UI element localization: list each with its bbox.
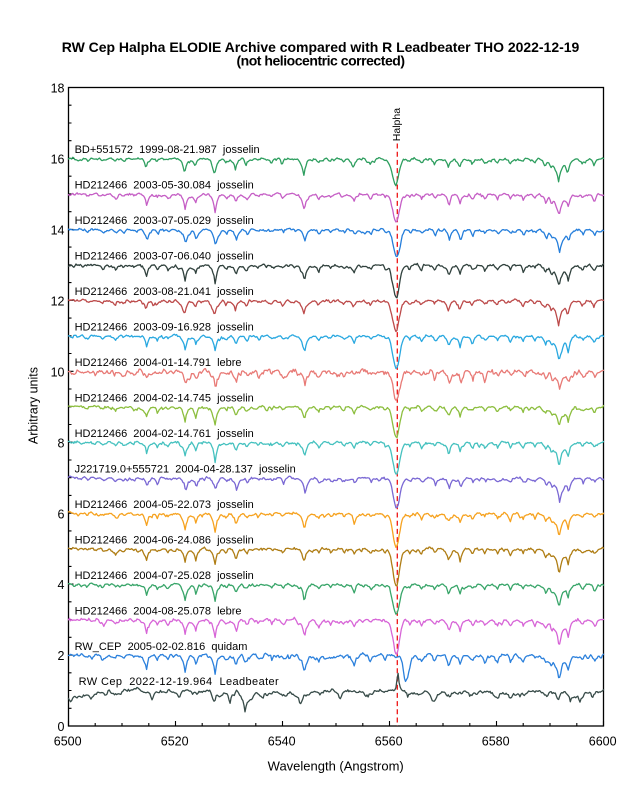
svg-text:6500: 6500 [54, 735, 82, 749]
svg-text:Arbitrary units: Arbitrary units [27, 367, 41, 444]
svg-text:10: 10 [51, 365, 65, 379]
svg-text:HD212466 2004-06-24.086 joss: HD212466 2004-06-24.086 josselin [75, 534, 254, 546]
svg-text:RW_CEP 2005-02-02.816 quidam: RW_CEP 2005-02-02.816 quidam [75, 641, 248, 653]
svg-text:0: 0 [58, 720, 65, 734]
svg-text:Halpha: Halpha [391, 108, 403, 141]
svg-text:HD212466 2003-08-21.041 joss: HD212466 2003-08-21.041 josselin [75, 286, 254, 298]
svg-text:HD212466 2003-05-30.084 joss: HD212466 2003-05-30.084 josselin [75, 180, 254, 192]
svg-text:6580: 6580 [482, 735, 510, 749]
svg-text:HD212466 2003-09-16.928 joss: HD212466 2003-09-16.928 josselin [75, 322, 254, 334]
svg-text:6: 6 [58, 507, 65, 521]
svg-text:Wavelength (Angstrom): Wavelength (Angstrom) [268, 759, 404, 774]
svg-text:HD212466 2004-07-25.028 joss: HD212466 2004-07-25.028 josselin [75, 570, 254, 582]
svg-text:HD212466 2004-05-22.073 joss: HD212466 2004-05-22.073 josselin [75, 499, 254, 511]
svg-text:(not heliocentric corrected): (not heliocentric corrected) [236, 53, 404, 69]
svg-text:16: 16 [51, 153, 65, 167]
svg-text:HD212466 2003-07-05.029 joss: HD212466 2003-07-05.029 josselin [75, 215, 254, 227]
svg-text:HD212466 2004-01-14.791 lebr: HD212466 2004-01-14.791 lebre [75, 357, 242, 369]
svg-text:14: 14 [51, 224, 65, 238]
svg-text:2: 2 [58, 649, 65, 663]
svg-text:HD212466 2004-08-25.078 lebr: HD212466 2004-08-25.078 lebre [75, 605, 242, 617]
svg-text:18: 18 [51, 82, 65, 96]
svg-text:6560: 6560 [375, 735, 403, 749]
svg-text:BD+551572 1999-08-21.987 jos: BD+551572 1999-08-21.987 josselin [75, 144, 260, 156]
svg-text:12: 12 [51, 294, 65, 308]
svg-text:6520: 6520 [161, 735, 189, 749]
svg-text:RW Cep 2022-12-19.964 Leadbe: RW Cep 2022-12-19.964 Leadbeater [79, 676, 280, 688]
svg-text:J221719.0+555721 2004-04-28.1: J221719.0+555721 2004-04-28.137 josselin [75, 463, 296, 475]
svg-text:HD212466 2003-07-06.040 joss: HD212466 2003-07-06.040 josselin [75, 251, 254, 263]
svg-text:4: 4 [58, 578, 65, 592]
svg-text:HD212466 2004-02-14.745 joss: HD212466 2004-02-14.745 josselin [75, 392, 254, 404]
svg-text:6600: 6600 [589, 735, 617, 749]
svg-text:RW Cep Halpha ELODIE Archive c: RW Cep Halpha ELODIE Archive compared wi… [62, 39, 580, 55]
svg-text:8: 8 [58, 436, 65, 450]
svg-text:HD212466 2004-02-14.761 joss: HD212466 2004-02-14.761 josselin [75, 428, 254, 440]
svg-text:6540: 6540 [268, 735, 296, 749]
